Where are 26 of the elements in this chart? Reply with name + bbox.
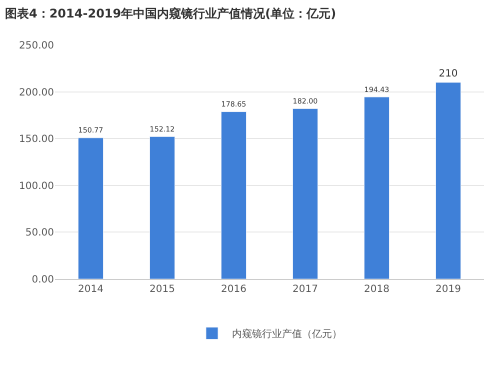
text: 150.77 bbox=[78, 126, 104, 135]
y-tick-label: 50.00 bbox=[25, 228, 54, 239]
x-tick-label: 2016 bbox=[221, 284, 246, 295]
bar bbox=[149, 136, 176, 279]
bar bbox=[292, 108, 318, 279]
text: 194.43 bbox=[364, 84, 390, 94]
x-tick-label: 2018 bbox=[364, 284, 390, 295]
x-tick-label: 2019 bbox=[436, 284, 461, 295]
legend-label: 内窥镜行业产值（亿元） bbox=[232, 328, 342, 340]
y-tick-label: 200.00 bbox=[19, 87, 54, 98]
y-tick-label: 250.00 bbox=[19, 40, 54, 52]
chart-title: 图表4：2014-2019年中国内窥镜行业产值情况(单位：亿元) bbox=[4, 6, 336, 21]
bar bbox=[364, 96, 390, 279]
bar bbox=[220, 112, 247, 279]
bar bbox=[435, 82, 462, 279]
text: 178.65 bbox=[221, 100, 246, 109]
y-tick-label: 150.00 bbox=[19, 134, 54, 146]
y-tick-label: 100.00 bbox=[19, 180, 54, 192]
x-tick-label: 2015 bbox=[150, 284, 175, 295]
y-tick-label: 0.00 bbox=[32, 274, 54, 286]
x-tick-label: 2014 bbox=[78, 284, 104, 295]
text: 182.00 bbox=[292, 96, 318, 106]
x-tick-label: 2017 bbox=[292, 284, 318, 295]
text: 210 bbox=[438, 68, 458, 80]
text: 152.12 bbox=[150, 124, 175, 134]
bar bbox=[78, 138, 104, 279]
